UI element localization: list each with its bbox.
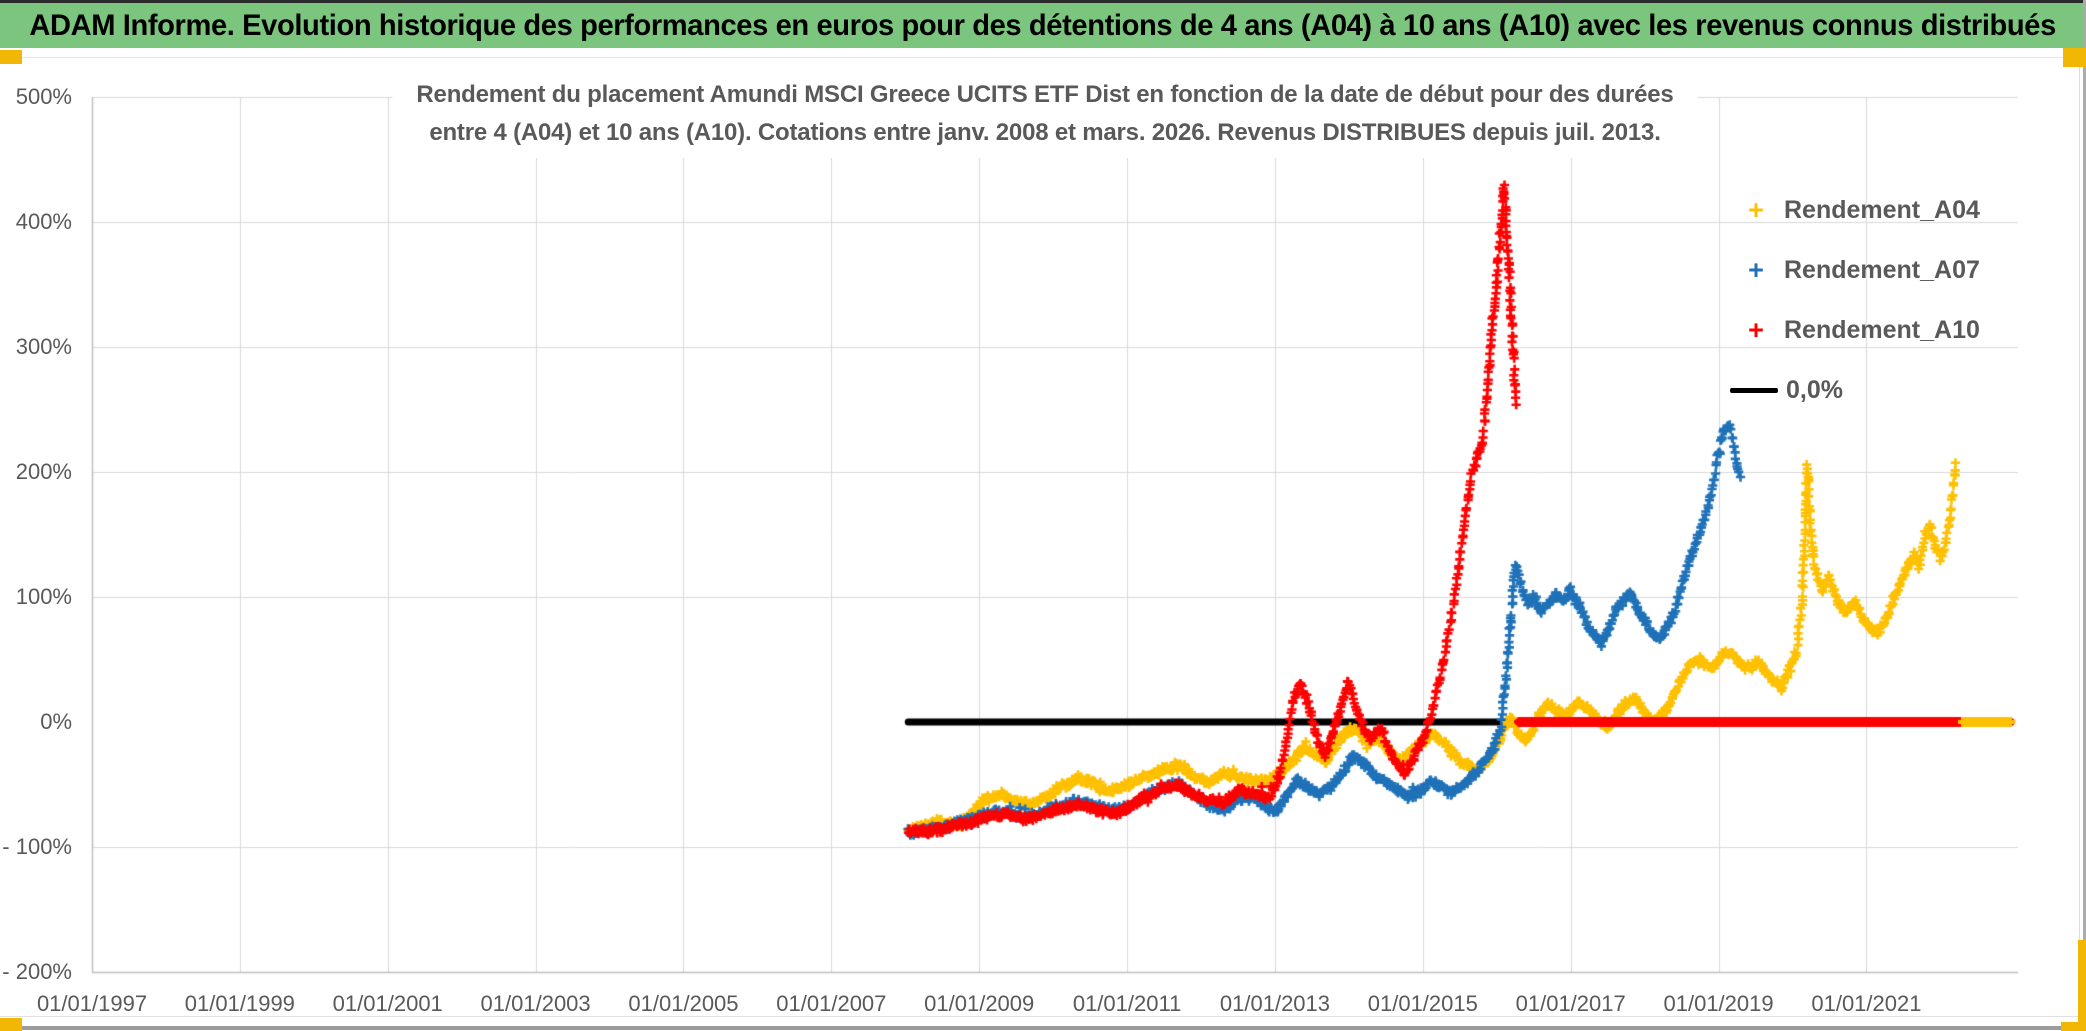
legend-label-a04: Rendement_A04 xyxy=(1784,195,1980,224)
legend-label-a10: Rendement_A10 xyxy=(1784,315,1980,344)
legend-item-a10[interactable]: + Rendement_A10 xyxy=(1728,300,1980,360)
legend-item-a07[interactable]: + Rendement_A07 xyxy=(1728,240,1980,300)
window-top-edge xyxy=(0,0,2086,3)
legend-item-zero[interactable]: 0,0% xyxy=(1728,360,1980,420)
legend-label-a07: Rendement_A07 xyxy=(1784,255,1980,284)
sheet-title-banner: ADAM Informe. Evolution historique des p… xyxy=(0,3,2086,48)
banner-title: ADAM Informe. Evolution historique des p… xyxy=(29,8,2057,42)
chart-title: Rendement du placement Amundi MSCI Greec… xyxy=(392,72,1698,158)
chart-legend: + Rendement_A04 + Rendement_A07 + Rendem… xyxy=(1728,180,1980,420)
yellow-accent-bottom-left xyxy=(0,1018,22,1031)
plus-marker-icon: + xyxy=(1748,254,1764,285)
yellow-accent-bottom-right xyxy=(2061,1022,2086,1031)
yellow-accent-right-strip xyxy=(2078,940,2086,1031)
legend-item-a04[interactable]: + Rendement_A04 xyxy=(1728,180,1980,240)
yellow-accent-top-right xyxy=(2063,48,2086,67)
plus-marker-icon: + xyxy=(1748,314,1764,345)
plus-marker-icon: + xyxy=(1748,194,1764,225)
window-right-edge xyxy=(2083,0,2086,1031)
zero-line-icon xyxy=(1730,387,1778,393)
chart-title-line1: Rendement du placement Amundi MSCI Greec… xyxy=(416,81,1674,108)
legend-label-zero: 0,0% xyxy=(1786,375,1843,404)
chart-title-line2: entre 4 (A04) et 10 ans (A10). Cotations… xyxy=(429,119,1661,146)
yellow-accent-top-left xyxy=(0,50,22,64)
